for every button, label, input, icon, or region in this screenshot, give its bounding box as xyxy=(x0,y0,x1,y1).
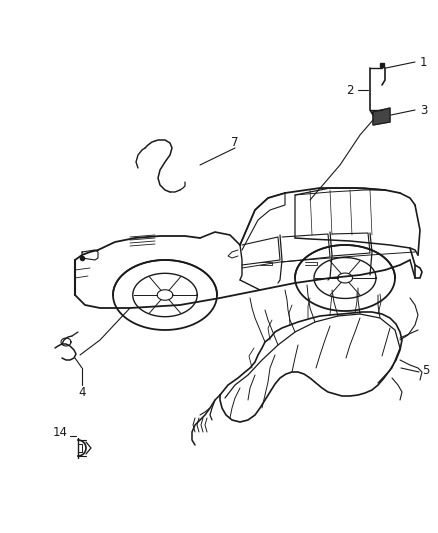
Text: 14: 14 xyxy=(53,425,67,439)
Text: 5: 5 xyxy=(422,364,429,376)
Text: 4: 4 xyxy=(78,385,86,399)
Text: 1: 1 xyxy=(420,55,427,69)
Polygon shape xyxy=(373,108,390,125)
Text: 3: 3 xyxy=(420,103,427,117)
Text: 2: 2 xyxy=(346,84,354,96)
Text: 7: 7 xyxy=(231,136,239,149)
